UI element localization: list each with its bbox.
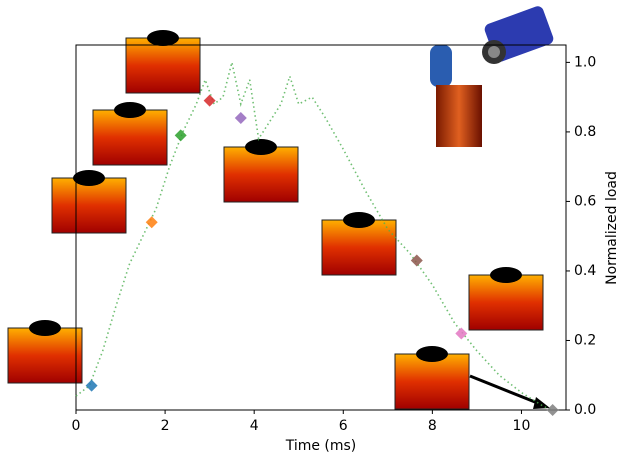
image-bg xyxy=(52,178,126,233)
indenter-shadow xyxy=(343,212,375,228)
thermal-image xyxy=(8,320,82,383)
indenter-shadow xyxy=(114,102,146,118)
image-bg xyxy=(8,328,82,383)
indenter-shadow xyxy=(245,139,277,155)
thermal-image xyxy=(126,30,200,93)
arrow-head xyxy=(533,397,550,409)
y-tick-label: 1.0 xyxy=(574,54,596,70)
x-tick-label: 4 xyxy=(250,418,259,434)
y-tick-label: 0.2 xyxy=(574,332,596,348)
indenter-shadow xyxy=(73,170,105,186)
image-bg xyxy=(126,38,200,93)
marker xyxy=(86,380,98,392)
x-tick-label: 8 xyxy=(428,418,437,434)
x-tick-label: 0 xyxy=(72,418,81,434)
x-tick-label: 6 xyxy=(339,418,348,434)
marker xyxy=(235,112,247,124)
y-tick-label: 0.0 xyxy=(574,402,596,418)
thermal-image xyxy=(224,139,298,202)
image-bg xyxy=(93,110,167,165)
marker xyxy=(455,328,467,340)
plot-frame xyxy=(76,45,566,410)
indenter xyxy=(430,45,452,87)
camera-icon xyxy=(482,5,555,64)
marker xyxy=(146,216,158,228)
arrow xyxy=(470,376,540,404)
x-tick-label: 10 xyxy=(513,418,531,434)
y-tick-label: 0.8 xyxy=(574,124,596,140)
indenter-shadow xyxy=(416,346,448,362)
indenter-shadow xyxy=(29,320,61,336)
thermal-image xyxy=(322,212,396,275)
x-axis-label: Time (ms) xyxy=(285,438,357,454)
marker xyxy=(411,255,423,267)
image-bg xyxy=(224,147,298,202)
indenter-shadow xyxy=(147,30,179,46)
marker xyxy=(204,95,216,107)
marker xyxy=(175,129,187,141)
illustrations xyxy=(8,5,555,409)
page: {"chart_data": {"type": "line", "x_label… xyxy=(0,0,620,456)
thermal-image xyxy=(93,102,167,165)
y-tick-label: 0.6 xyxy=(574,193,596,209)
y-tick-label: 0.4 xyxy=(574,263,596,279)
thermal-image xyxy=(395,346,469,409)
y-axis-label: Normalized load xyxy=(604,171,620,285)
indenter-shadow xyxy=(490,267,522,283)
specimen xyxy=(436,85,482,147)
image-bg xyxy=(322,220,396,275)
thermal-image xyxy=(469,267,543,330)
chart: Time (ms) Normalized load 0 2 4 6 8 10 0.0 0.2 0… xyxy=(0,0,620,456)
image-bg xyxy=(469,275,543,330)
x-tick-label: 2 xyxy=(161,418,170,434)
thermal-image xyxy=(52,170,126,233)
image-bg xyxy=(395,354,469,409)
marker xyxy=(547,404,559,416)
